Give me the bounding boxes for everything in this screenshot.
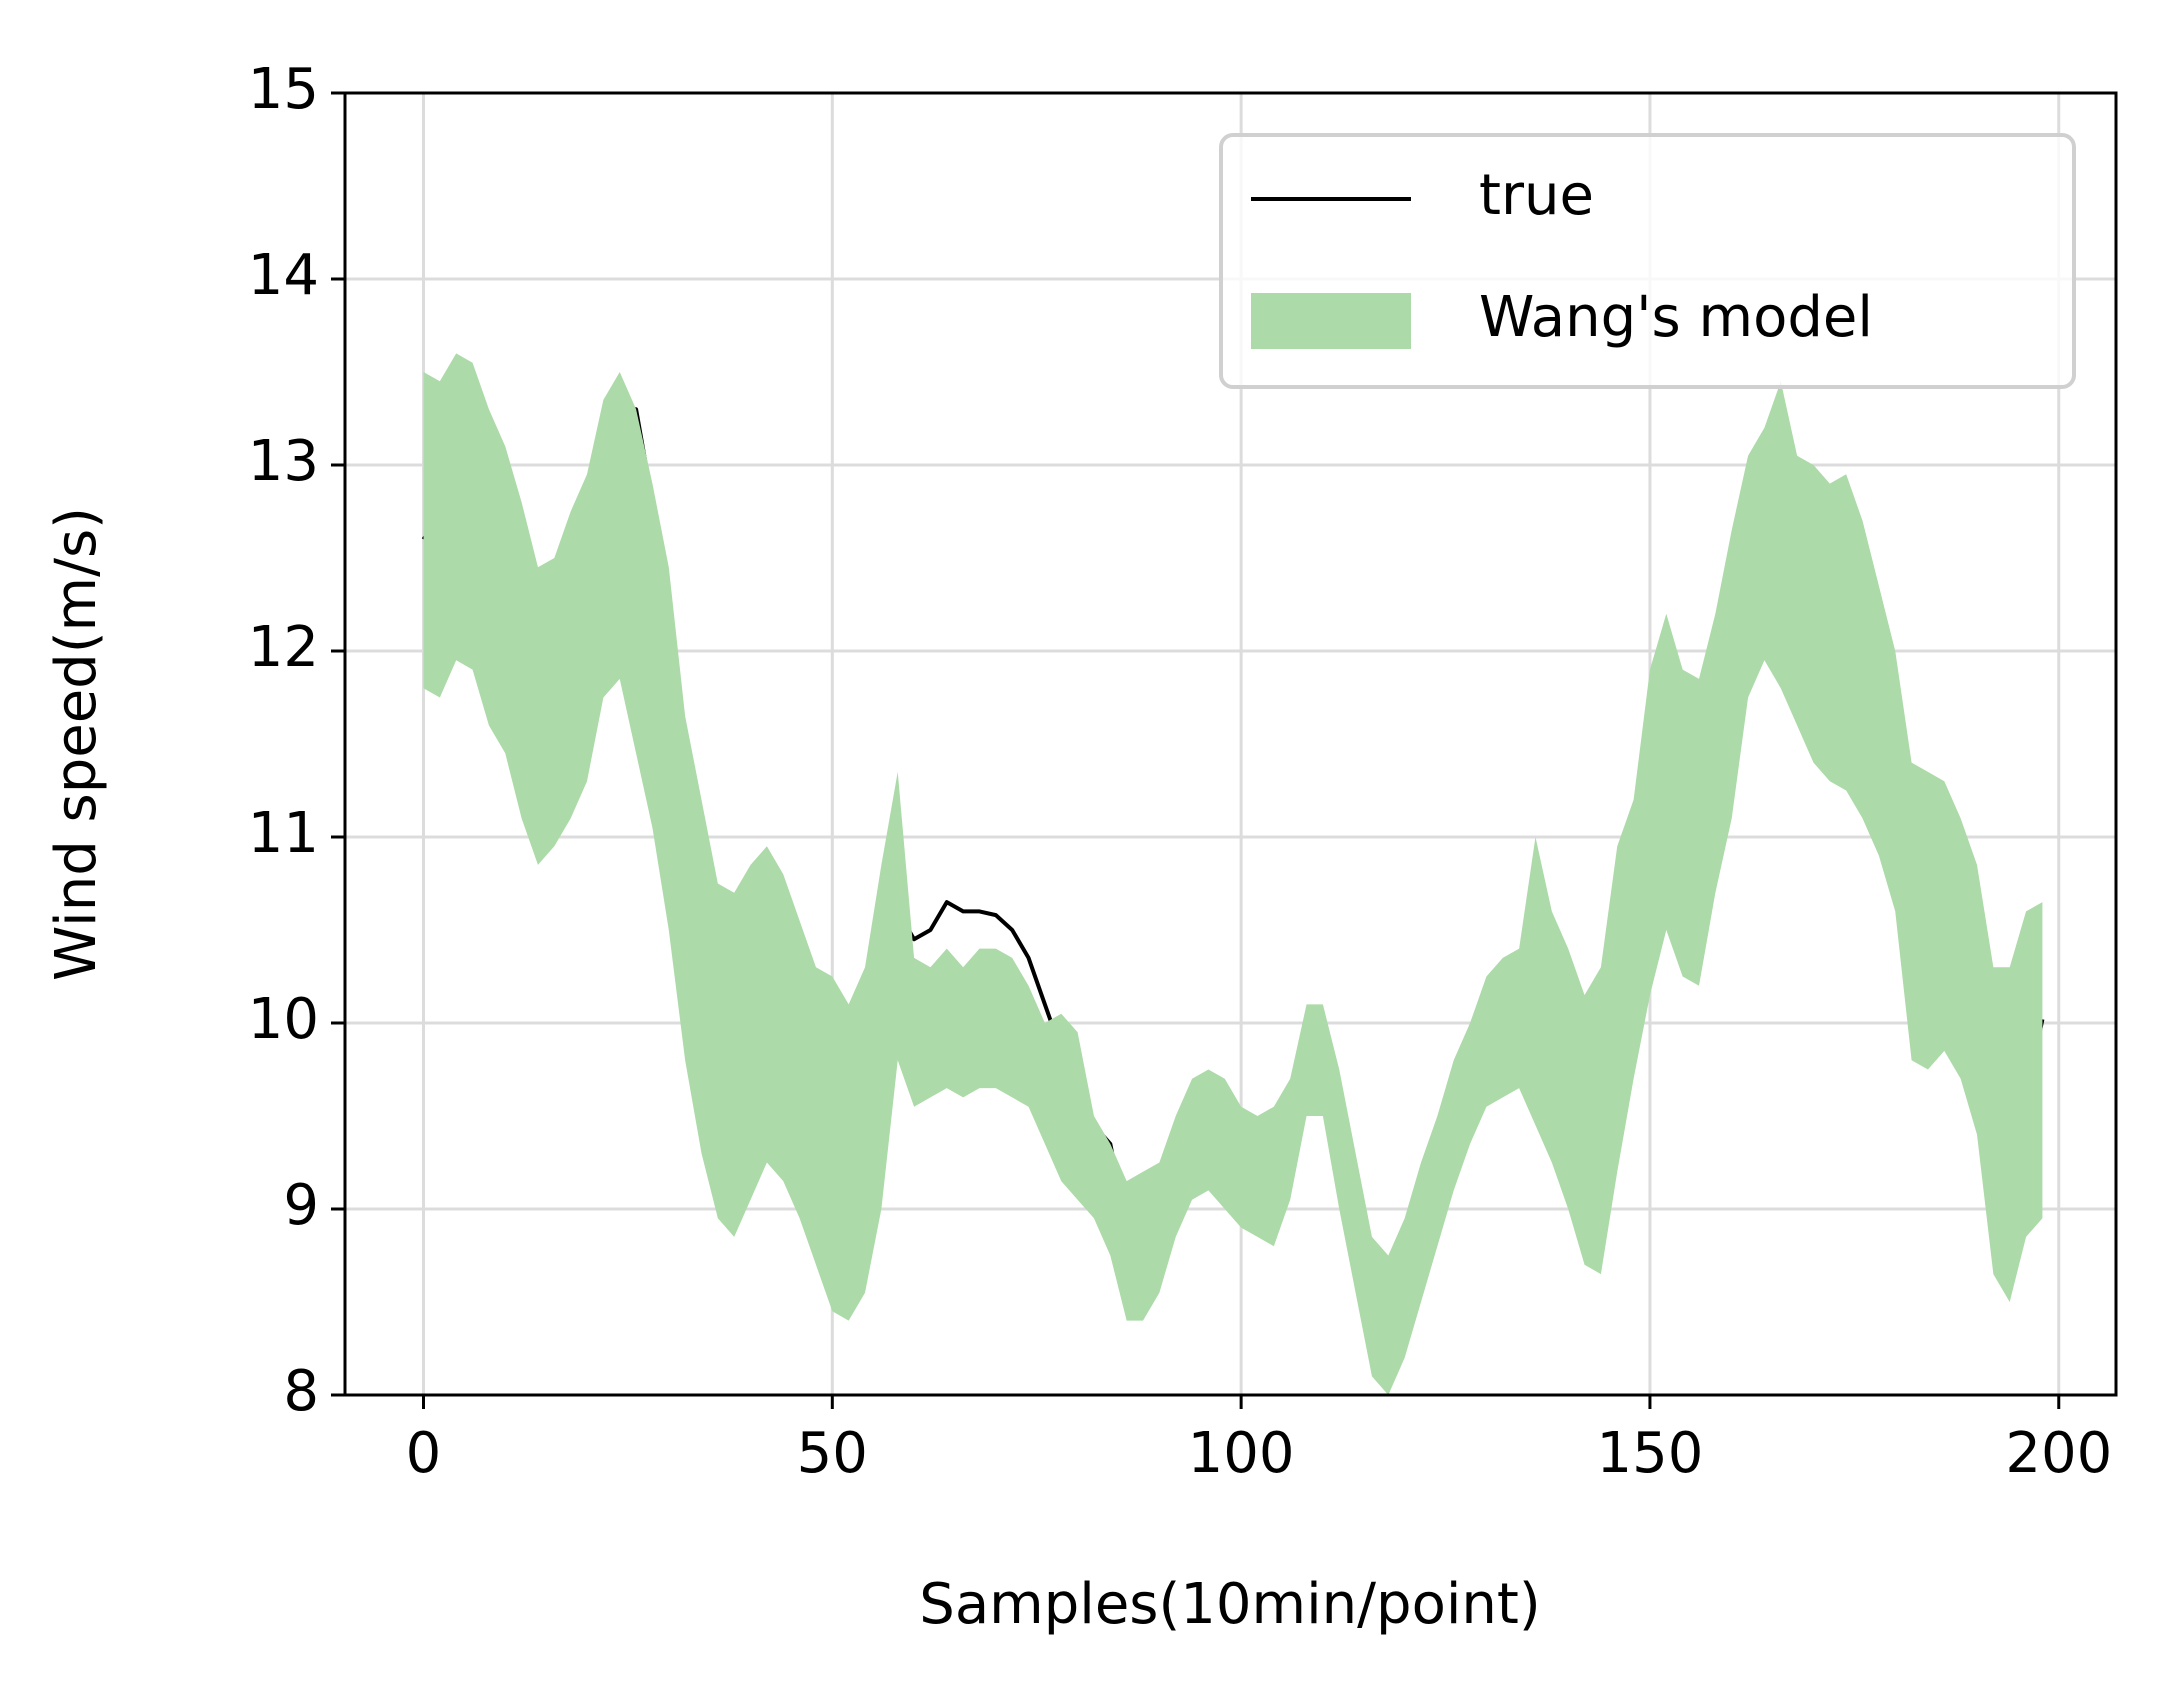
y-tick-label: 14 [248, 243, 319, 308]
x-tick-label: 200 [2005, 1421, 2112, 1486]
legend-label: true [1479, 163, 1594, 228]
y-tick-label: 11 [248, 801, 319, 866]
y-tick-label: 13 [248, 429, 319, 494]
x-axis-label: Samples(10min/point) [919, 1572, 1540, 1637]
y-tick-label: 15 [248, 57, 319, 122]
x-tick-label: 50 [797, 1421, 868, 1486]
x-tick-label: 0 [406, 1421, 442, 1486]
legend-box [1219, 133, 2076, 389]
y-tick-label: 10 [248, 987, 319, 1052]
axes-frame [343, 91, 2118, 1397]
legend-swatch [1251, 293, 1411, 349]
y-tick-label: 8 [283, 1359, 319, 1424]
band [423, 353, 2043, 1395]
y-axis-label: Wind speed(m/s) [44, 507, 109, 981]
x-tick-label: 100 [1188, 1421, 1295, 1486]
x-tick-label: 150 [1597, 1421, 1704, 1486]
y-tick-label: 9 [283, 1173, 319, 1238]
y-tick-label: 12 [248, 615, 319, 680]
legend-label: Wang's model [1479, 285, 1873, 350]
